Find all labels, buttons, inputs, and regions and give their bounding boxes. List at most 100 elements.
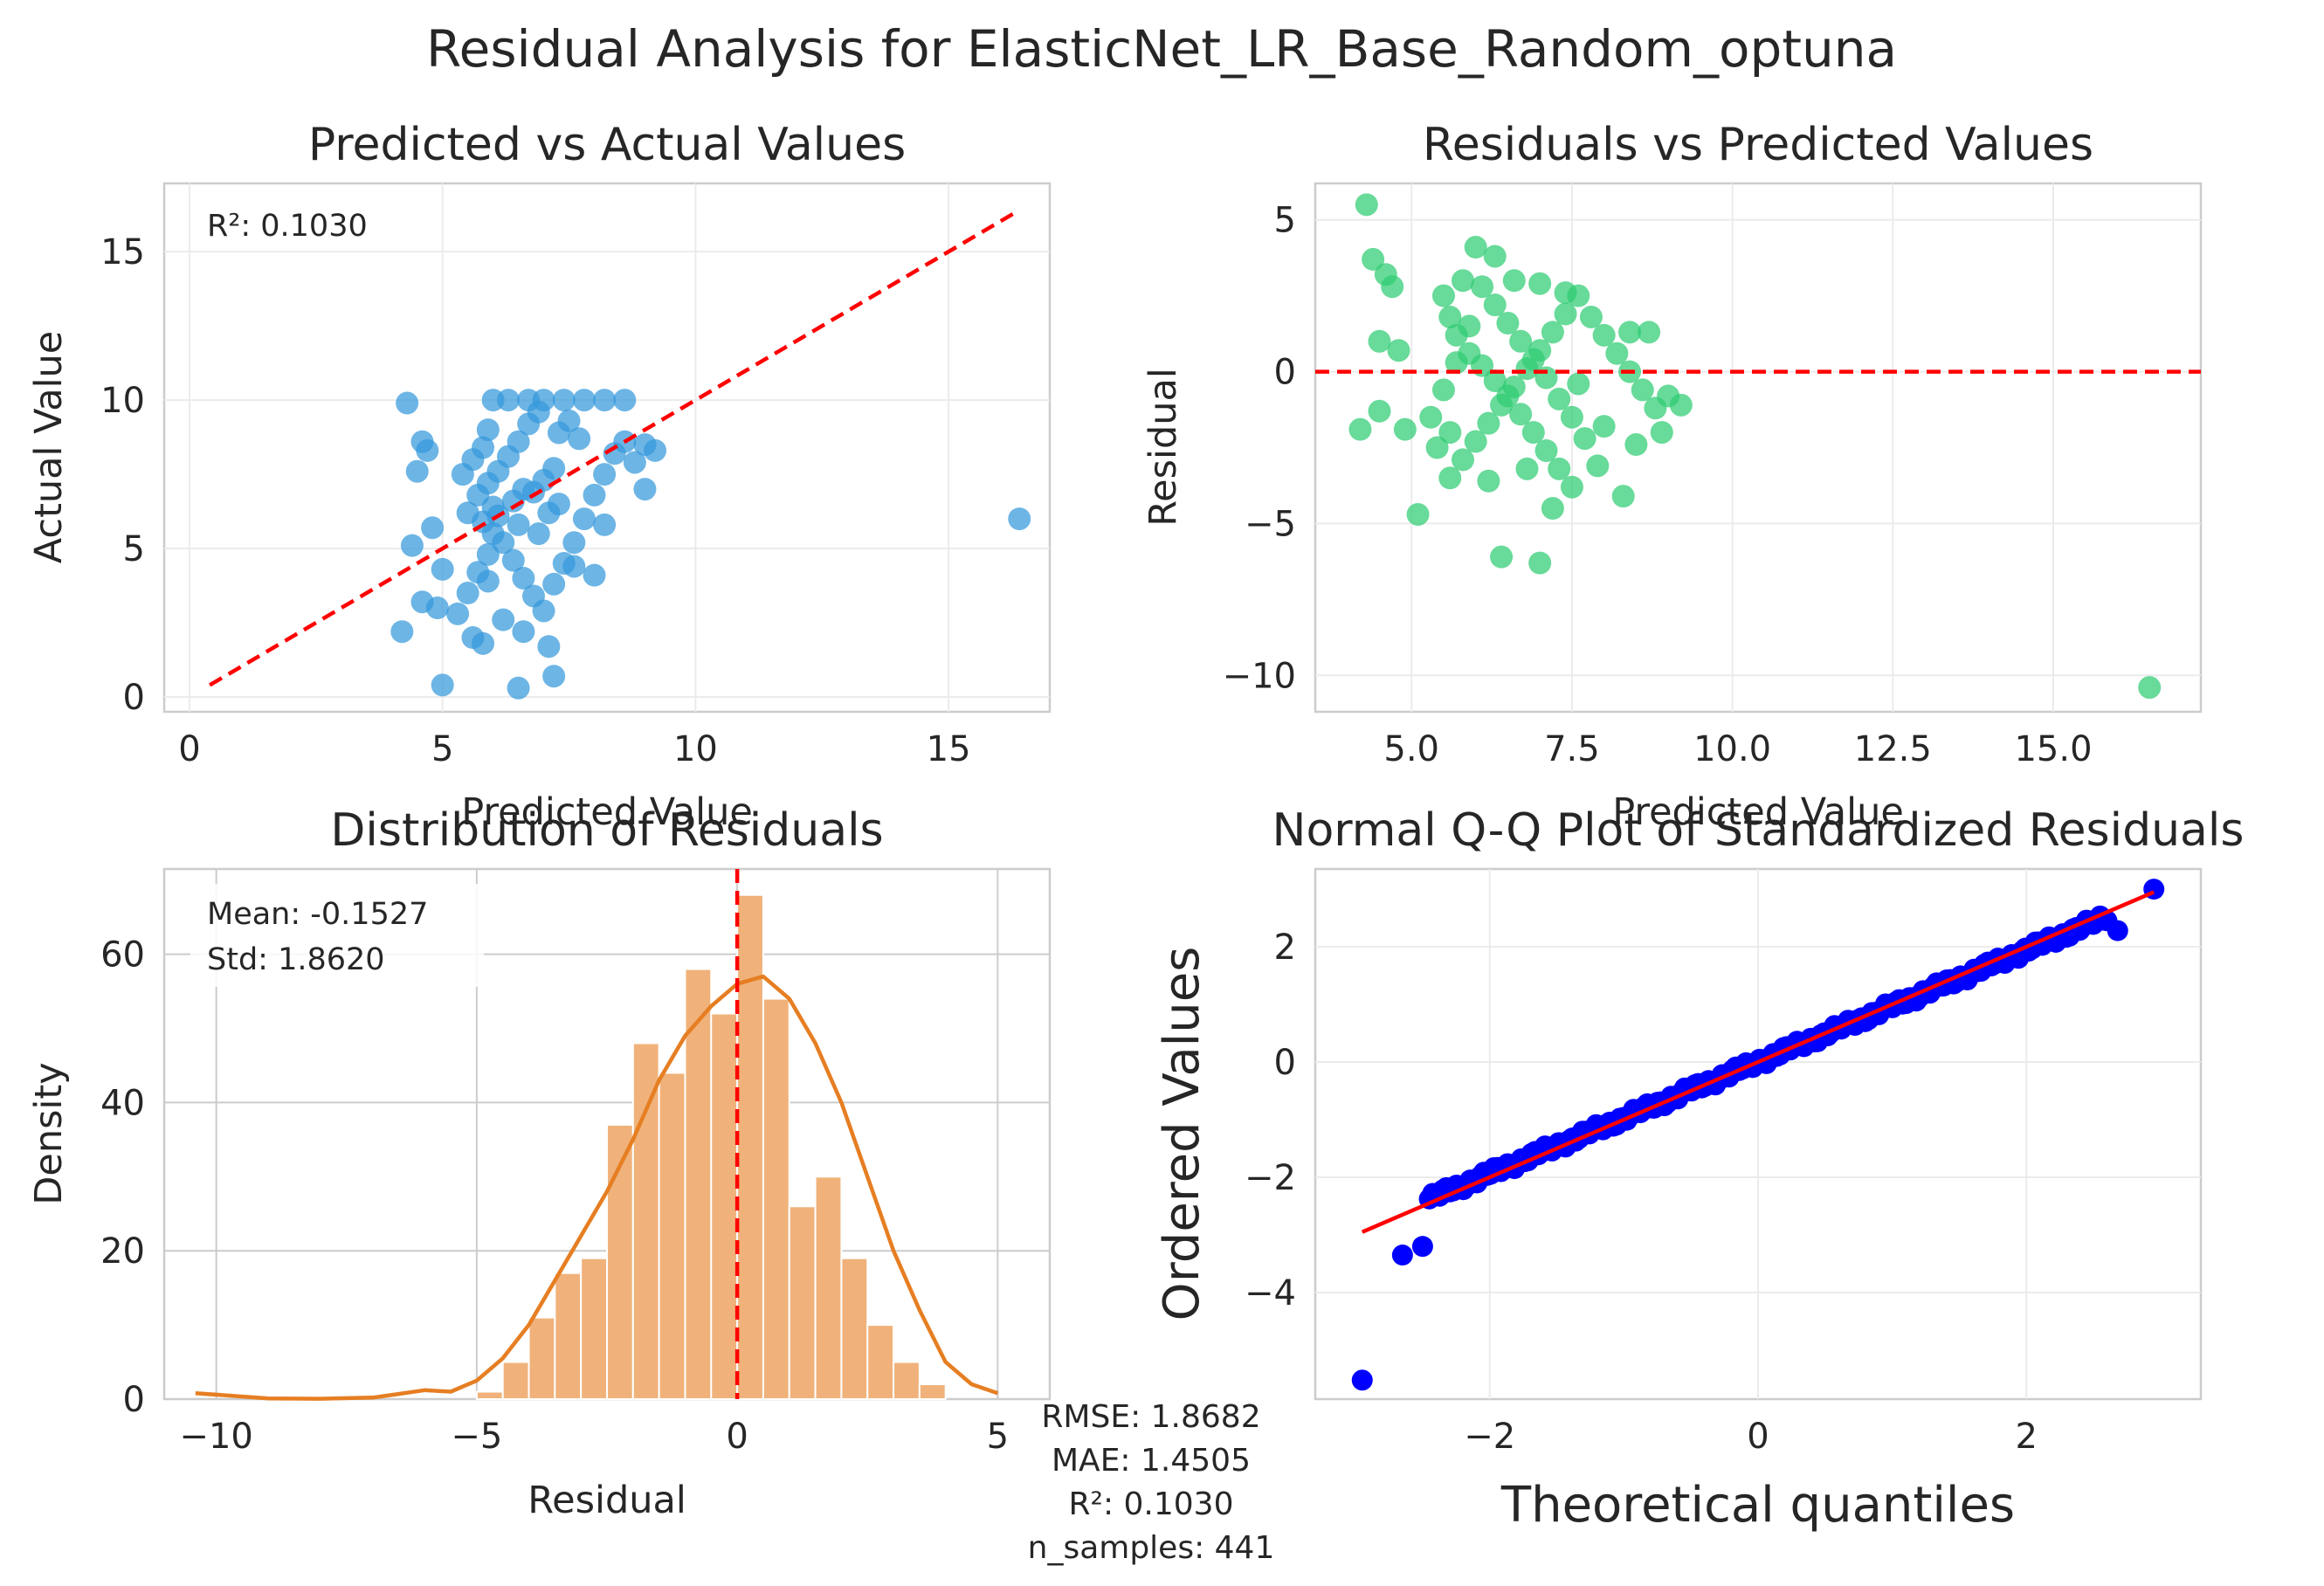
ticks-pva: 0 5 10 15 0 5 10 15 [100, 232, 970, 769]
data-point [1393, 417, 1417, 441]
pva-xtick-label: 5 [431, 729, 453, 769]
data-point [472, 436, 495, 459]
data-point [1477, 469, 1500, 493]
data-point [1431, 378, 1455, 402]
title-pva: Predicted vs Actual Values [308, 119, 906, 171]
data-point [1541, 497, 1564, 521]
data-point [1438, 305, 1462, 328]
data-point [1560, 475, 1583, 499]
data-point [456, 582, 479, 605]
marks-rvp [1315, 193, 2201, 700]
marks-qq [1351, 879, 2165, 1391]
panel-qq: Normal Q-Q Plot of Standardized Residual… [1154, 804, 2244, 1534]
hist-ytick-label: 60 [100, 935, 145, 976]
data-point [1464, 430, 1487, 453]
data-point [400, 534, 424, 557]
data-point [1650, 421, 1673, 445]
kde-curve [195, 974, 999, 1401]
qq-ytick-label: −4 [1245, 1273, 1296, 1314]
data-point [425, 596, 449, 620]
qq-fit-line [1361, 890, 2155, 1234]
histogram-bar [528, 1316, 556, 1400]
title-hist: Distribution of Residuals [330, 804, 883, 857]
data-point [492, 531, 515, 555]
hist-ytick-label: 20 [100, 1231, 145, 1272]
data-point [1548, 457, 1571, 480]
rvp-xtick-label: 15.0 [2014, 729, 2092, 769]
stats-r2: R²: 0.1030 [1069, 1486, 1234, 1522]
mean-std-annotation-box [190, 884, 484, 987]
histogram-bar [554, 1272, 583, 1401]
data-point [583, 483, 606, 507]
data-point [507, 513, 530, 536]
data-point [431, 673, 454, 697]
data-point [542, 572, 566, 596]
pva-ytick-label: 5 [123, 529, 145, 569]
pva-ytick-label: 10 [100, 381, 145, 421]
data-point [1348, 417, 1372, 441]
data-point [593, 389, 617, 412]
xlabel-rvp: Predicted Value [1612, 790, 1904, 834]
hist-ytick-label: 40 [100, 1083, 145, 1123]
mean-annotation: Mean: -0.1527 [207, 897, 428, 932]
histogram-bar [658, 1072, 686, 1400]
data-point [1521, 348, 1545, 371]
data-point [537, 635, 561, 659]
data-point [593, 463, 617, 486]
data-point [446, 602, 470, 625]
data-point [1452, 269, 1474, 293]
marks-hist [195, 869, 999, 1401]
r2-annotation: R²: 0.1030 [207, 209, 368, 244]
data-point [572, 389, 596, 412]
data-point [1560, 405, 1583, 429]
rvp-xtick-label: 5.0 [1383, 729, 1439, 769]
stats-rmse: RMSE: 1.8682 [1041, 1399, 1260, 1435]
panel-distribution: Distribution of Residuals Residual Densi… [27, 804, 1052, 1522]
data-point [472, 631, 495, 655]
std-annotation: Std: 1.8620 [207, 942, 385, 977]
data-point [1573, 427, 1596, 451]
pva-xtick-label: 0 [178, 729, 200, 769]
data-point [507, 430, 530, 453]
data-point [1381, 275, 1404, 299]
histogram-bar [762, 997, 790, 1400]
data-point [1605, 341, 1629, 365]
data-point [1406, 502, 1430, 526]
data-point [1554, 302, 1577, 326]
data-point [1502, 375, 1526, 398]
rvp-xtick-label: 10.0 [1693, 729, 1771, 769]
rvp-xtick-label: 7.5 [1544, 729, 1600, 769]
hist-xtick-label: 0 [726, 1417, 748, 1457]
hist-xtick-label: −5 [451, 1417, 502, 1457]
data-point [552, 389, 576, 412]
data-point [1438, 421, 1462, 445]
data-point [613, 389, 637, 412]
data-point [1515, 457, 1539, 480]
xlabel-pva: Predicted Value [461, 790, 753, 834]
rvp-ytick-label: 5 [1274, 201, 1296, 241]
data-point [1490, 545, 1514, 569]
histogram-bar [606, 1123, 634, 1400]
histogram-bar [918, 1383, 947, 1401]
data-point [1567, 372, 1590, 396]
qq-point [1411, 1236, 1433, 1258]
hist-ytick-label: 0 [123, 1380, 145, 1420]
grid-rvp [1315, 183, 2201, 712]
data-point [1618, 321, 1642, 344]
data-point [1496, 311, 1520, 334]
qq-ytick-label: −2 [1245, 1158, 1296, 1198]
data-point [512, 567, 535, 590]
hist-xtick-label: 5 [987, 1417, 1009, 1457]
data-point [1554, 281, 1577, 305]
histogram-bar [866, 1324, 895, 1400]
data-point [507, 676, 530, 700]
qq-xtick-label: −2 [1464, 1417, 1515, 1457]
rvp-ytick-label: −10 [1223, 656, 1296, 696]
data-point [512, 620, 535, 644]
data-point [1611, 485, 1635, 508]
histogram-bar [814, 1176, 843, 1401]
pva-xtick-label: 10 [673, 729, 718, 769]
qq-xtick-label: 0 [1747, 1417, 1769, 1457]
data-point [1638, 321, 1661, 344]
